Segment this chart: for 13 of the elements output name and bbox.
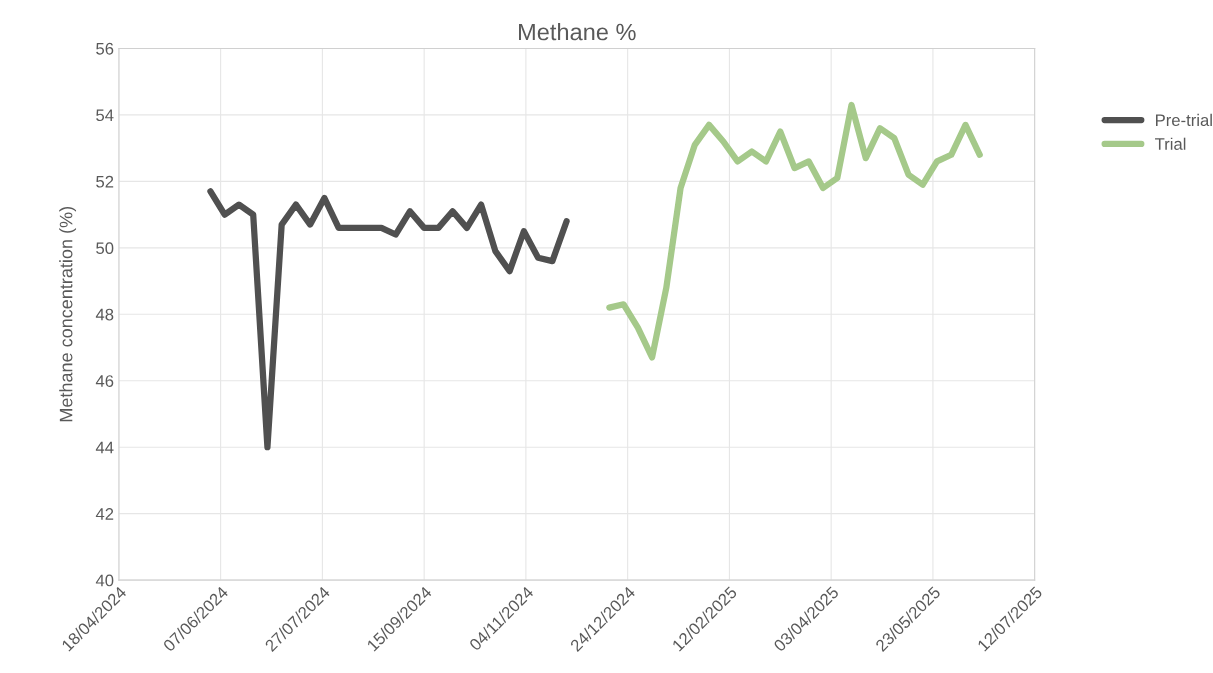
legend-label: Trial [1155, 137, 1186, 150]
y-tick-label: 48 [95, 308, 114, 321]
y-tick-label: 46 [95, 375, 114, 387]
y-tick-label: 40 [95, 574, 114, 587]
y-tick-label: 42 [95, 508, 114, 520]
legend-label: Pre-trial [1156, 113, 1212, 127]
y-tick-label: 54 [96, 109, 114, 122]
chart-title: Methane % [519, 23, 636, 41]
y-tick-label: 52 [96, 175, 114, 188]
y-axis-title: Methane concentration (%) [59, 207, 77, 422]
y-tick-label: 44 [95, 441, 114, 454]
y-tick-label: 50 [96, 242, 114, 255]
y-tick-label: 56 [96, 42, 114, 55]
